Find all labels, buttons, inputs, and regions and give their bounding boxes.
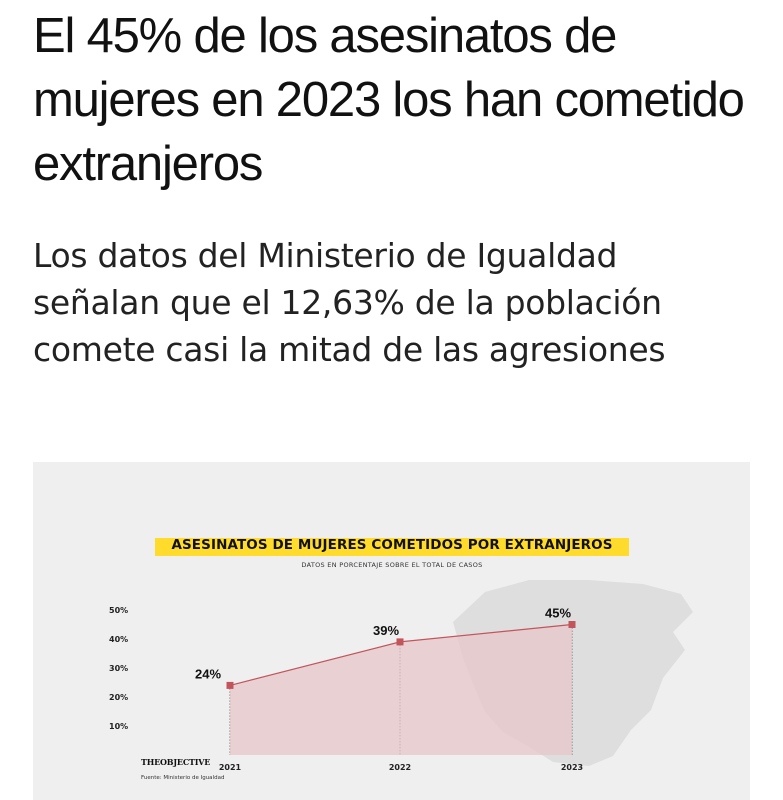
y-tick-label: 10% [109, 722, 128, 731]
data-point [568, 621, 576, 628]
chart-subtitle: DATOS EN PORCENTAJE SOBRE EL TOTAL DE CA… [301, 561, 483, 569]
data-label: 39% [373, 623, 399, 638]
y-tick-label: 20% [109, 693, 128, 702]
title-highlight [155, 538, 629, 556]
y-tick-label: 30% [109, 664, 128, 673]
data-points [226, 621, 576, 689]
area-fill [230, 624, 572, 755]
chart-title: ASESINATOS DE MUJERES COMETIDOS POR EXTR… [171, 537, 613, 553]
data-label: 24% [195, 666, 221, 681]
source-note: Fuente: Ministerio de Igualdad [141, 775, 225, 781]
data-labels: 24% 39% 45% [195, 606, 571, 682]
data-label: 45% [545, 606, 571, 621]
x-axis: 2021 2022 2023 [219, 763, 583, 772]
chart-figure: 10% 20% 30% 40% 50% 24% 39% 45% 2021 2022 2023 A… [33, 462, 750, 800]
y-axis: 10% 20% 30% 40% 50% [109, 606, 128, 731]
brand-logo: THEOBJECTIVE [141, 757, 211, 767]
headline: El 45% de los asesinatos de mujeres en 2… [33, 9, 745, 191]
data-point [396, 638, 404, 646]
x-tick-label: 2022 [389, 763, 411, 772]
subheadline: Los datos del Ministerio de Igualdad señ… [33, 236, 666, 369]
y-tick-label: 50% [109, 606, 128, 615]
y-tick-label: 40% [109, 635, 128, 644]
chart-svg: 10% 20% 30% 40% 50% 24% 39% 45% 2021 2022 2023 [109, 580, 693, 772]
data-point [226, 681, 234, 689]
x-tick-label: 2023 [561, 763, 583, 772]
x-tick-label: 2021 [219, 763, 242, 772]
